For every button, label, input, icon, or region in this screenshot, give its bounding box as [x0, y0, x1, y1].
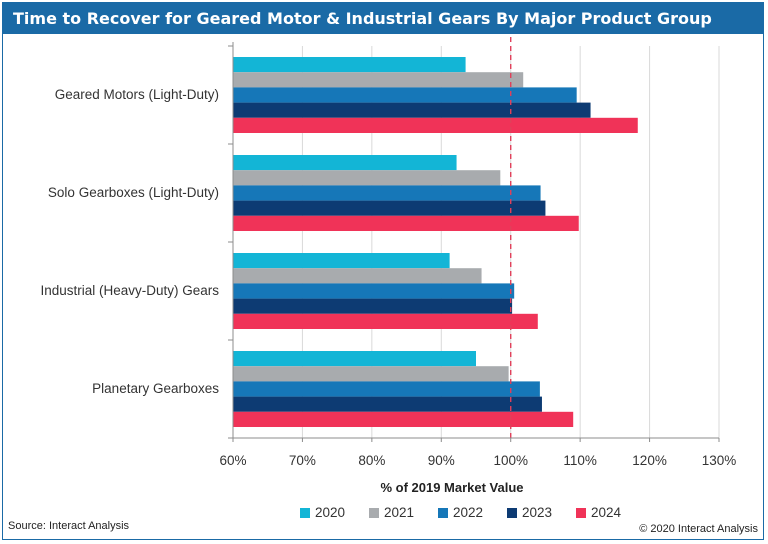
- bar-2023: [233, 298, 513, 314]
- legend-item-2024: 2024: [576, 505, 622, 520]
- bar-2022: [233, 185, 541, 201]
- x-tick-label: 80%: [358, 453, 385, 468]
- legend-swatch: [507, 508, 517, 518]
- bar-2024: [233, 411, 574, 427]
- bar-2023: [233, 396, 542, 412]
- bar-2021: [233, 72, 524, 88]
- category-label: Solo Gearboxes (Light-Duty): [48, 185, 219, 200]
- x-tick-label: 130%: [702, 453, 737, 468]
- legend-item-2020: 2020: [300, 505, 345, 520]
- x-tick-labels: 60% 70% 80% 90% 100% 110% 120% 130%: [219, 453, 736, 468]
- bar-2023: [233, 102, 591, 118]
- bar-2020: [233, 351, 476, 367]
- category-label: Planetary Gearboxes: [92, 381, 219, 396]
- legend-label: 2021: [384, 505, 414, 520]
- legend-label: 2024: [591, 505, 622, 520]
- x-tick-label: 90%: [428, 453, 455, 468]
- bar-2023: [233, 200, 546, 216]
- bar-2020: [233, 253, 450, 269]
- bar-2024: [233, 215, 579, 231]
- legend-item-2021: 2021: [369, 505, 414, 520]
- bar-2020: [233, 57, 466, 73]
- x-tick-label: 100%: [493, 453, 528, 468]
- legend-item-2023: 2023: [507, 505, 552, 520]
- legend-label: 2023: [522, 505, 552, 520]
- bars: [233, 57, 638, 427]
- legend-label: 2020: [315, 505, 345, 520]
- chart-title: Time to Recover for Geared Motor & Indus…: [3, 3, 763, 34]
- x-tick-label: 60%: [219, 453, 246, 468]
- bar-2024: [233, 313, 538, 329]
- x-axis-label: % of 2019 Market Value: [380, 480, 523, 495]
- bar-2021: [233, 366, 509, 382]
- x-tick-label: 70%: [289, 453, 316, 468]
- bar-2022: [233, 283, 515, 299]
- copyright-note: © 2020 Interact Analysis: [639, 523, 758, 535]
- x-tick-label: 110%: [563, 453, 597, 468]
- category-labels: Geared Motors (Light-Duty) Solo Gearboxes…: [40, 87, 219, 396]
- bar-2021: [233, 268, 482, 284]
- legend-swatch: [300, 508, 310, 518]
- x-tick-label: 120%: [632, 453, 667, 468]
- bar-2024: [233, 117, 638, 133]
- bar-2020: [233, 155, 457, 171]
- legend: 2020 2021 2022 2023 2024: [300, 505, 622, 520]
- legend-swatch: [369, 508, 379, 518]
- axes: [228, 42, 720, 442]
- legend-label: 2022: [453, 505, 483, 520]
- legend-swatch: [576, 508, 586, 518]
- source-note: Source: Interact Analysis: [8, 520, 130, 532]
- bar-2022: [233, 381, 540, 397]
- bar-2022: [233, 87, 577, 103]
- bar-2021: [233, 170, 501, 186]
- legend-item-2022: 2022: [438, 505, 483, 520]
- category-label: Geared Motors (Light-Duty): [55, 87, 219, 102]
- legend-swatch: [438, 508, 448, 518]
- category-label: Industrial (Heavy-Duty) Gears: [40, 283, 219, 298]
